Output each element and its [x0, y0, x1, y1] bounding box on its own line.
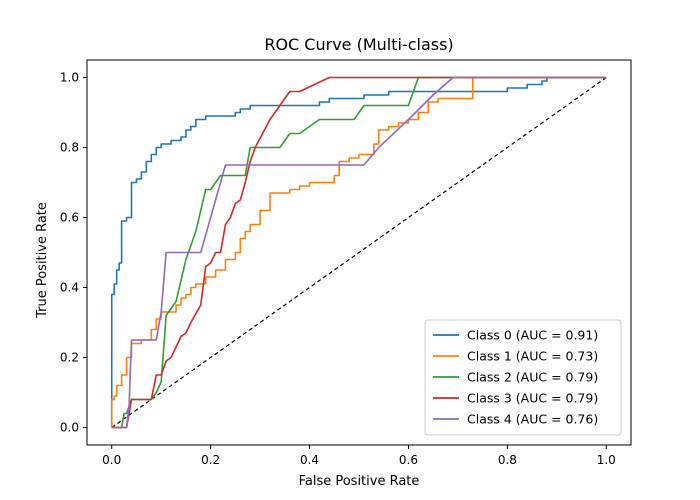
y-axis-label: True Positive Rate	[35, 202, 50, 319]
x-tick-label: 0.8	[498, 453, 517, 467]
y-tick-label: 0.0	[60, 421, 79, 435]
y-tick-label: 0.4	[60, 281, 79, 295]
x-tick-label: 1.0	[597, 453, 616, 467]
x-tick-label: 0.4	[300, 453, 319, 467]
legend-label-class-0: Class 0 (AUC = 0.91)	[467, 328, 598, 343]
series-line-class-4	[111, 76, 607, 429]
x-tick-label: 0.0	[102, 453, 121, 467]
legend-label-class-3: Class 3 (AUC = 0.79)	[467, 391, 598, 406]
y-tick-label: 0.8	[60, 141, 79, 155]
series-line-class-3	[111, 76, 607, 429]
legend-label-class-2: Class 2 (AUC = 0.79)	[467, 370, 598, 385]
x-axis-label: False Positive Rate	[299, 474, 420, 489]
legend-box	[424, 319, 622, 436]
plot-area: 0.0 0.2 0.4 0.6 0.8 1.0 0.0 0.2 0.4 0.6 0.8 1.0	[60, 59, 632, 467]
legend-label-class-4: Class 4 (AUC = 0.76)	[467, 412, 598, 427]
x-tick-label: 0.6	[399, 453, 418, 467]
x-tick-label: 0.2	[201, 453, 220, 467]
axes-frame	[86, 59, 632, 446]
legend: Class 0 (AUC = 0.91) Class 1 (AUC = 0.73)…	[424, 319, 622, 436]
legend-label-class-1: Class 1 (AUC = 0.73)	[467, 349, 598, 364]
chart-title: ROC Curve (Multi-class)	[264, 35, 453, 54]
diagonal-reference-line	[111, 77, 607, 428]
y-tick-label: 1.0	[60, 71, 79, 85]
series-line-class-0	[110, 76, 607, 428]
y-tick-label: 0.6	[60, 211, 79, 225]
y-tick-label: 0.2	[60, 351, 79, 365]
